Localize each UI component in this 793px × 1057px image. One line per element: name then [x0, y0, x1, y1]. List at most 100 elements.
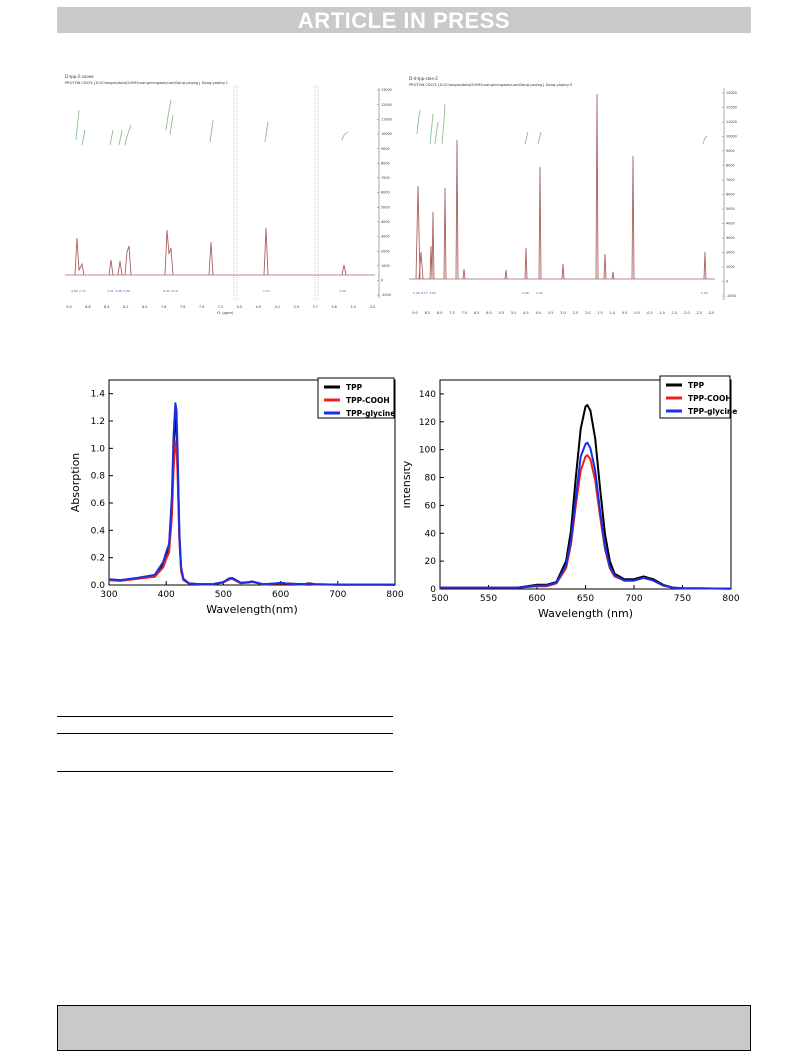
legend-label-1: TPP-COOH: [346, 396, 390, 405]
svg-text:4.00: 4.00: [429, 291, 436, 295]
nmr-left-y-tick-4: 9000: [381, 147, 390, 151]
nmr-right-y-tick-10: 3000: [726, 236, 735, 240]
nmr-left-x-tick-3: 8.2: [123, 305, 128, 309]
nmr-right-y-tick-14: -1000: [726, 294, 736, 298]
nmr-right-y-tick-13: 0: [726, 280, 728, 284]
nmr-right-x-tick-22: -2.0: [683, 311, 690, 315]
plot-frame: [108, 379, 396, 586]
nmr-left-y-tick-14: -1000: [381, 293, 391, 297]
nmr-left-y-tick-0: 13000: [381, 88, 392, 92]
nmr-right-y-tick-7: 6000: [726, 193, 735, 197]
y-tick-label-7: 1.4: [91, 390, 106, 400]
nmr-spectrum-right: D-d-tpp-cole-2 PROTON CDCl3 {D:\Changes\…: [405, 74, 751, 318]
nmr-right-x-tick-21: -1.5: [671, 311, 678, 315]
y-tick-label-6: 1.2: [91, 417, 105, 427]
svg-text:4.10: 4.10: [171, 289, 178, 293]
series-line-tpp-cooh: [440, 454, 732, 590]
svg-text:2.72: 2.72: [79, 289, 86, 293]
nmr-left-y-tick-1: 12000: [381, 103, 392, 107]
y-tick-label-0: 0.0: [91, 581, 106, 591]
x-tick-label-5: 800: [386, 590, 403, 600]
nmr-right-x-tick-20: -1.0: [658, 311, 665, 315]
nmr-left-x-tick-6: 7.6: [180, 305, 185, 309]
nmr-left-x-tick-12: 3.9: [294, 305, 299, 309]
nmr-right-x-tick-12: 3.0: [560, 311, 565, 315]
series-line-tpp: [440, 404, 732, 590]
nmr-right-x-tick-24: -3.0: [708, 311, 715, 315]
table-top-rule: [57, 716, 393, 717]
legend-label-0: TPP: [346, 383, 363, 392]
nmr-left-x-tick-11: 4.1: [275, 305, 280, 309]
nmr-right-y-tick-1: 12000: [726, 106, 737, 110]
nmr-right-x-tick-23: -2.5: [695, 311, 702, 315]
nmr-right-y-tick-5: 8000: [726, 164, 735, 168]
nmr-right-x-tick-7: 5.5: [499, 311, 504, 315]
nmr-left-y-tick-9: 4000: [381, 220, 390, 224]
nmr-right-x-tick-17: 0.5: [622, 311, 627, 315]
x-tick-label-0: 300: [100, 590, 117, 600]
nmr-left-x-axis-label: f1 (ppm): [217, 310, 234, 315]
svg-text:2.01: 2.01: [107, 289, 114, 293]
legend-label-0: TPP: [688, 381, 705, 390]
nmr-spectrum-left: D-tpp-2-cooee PROTON CDCl3 {D:\Changes\d…: [57, 70, 393, 318]
nmr-right-y-tick-4: 9000: [726, 149, 735, 153]
svg-text:2.00: 2.00: [413, 291, 420, 295]
svg-text:2.00: 2.00: [339, 289, 346, 293]
nmr-right-x-tick-1: 8.5: [425, 311, 430, 315]
nmr-left-x-tick-13: 3.7: [312, 305, 317, 309]
x-axis-label: Wavelength (nm): [538, 607, 633, 620]
nmr-left-y-tick-2: 11000: [381, 117, 392, 121]
x-tick-label-0: 500: [431, 594, 448, 604]
nmr-left-y-tick-3: 10000: [381, 132, 392, 136]
nmr-left-x-tick-16: -3.0: [369, 305, 376, 309]
y-tick-label-4: 0.8: [91, 472, 106, 482]
citation-footer-box: [57, 1005, 751, 1051]
nmr-left-x-tick-0: 9.0: [66, 305, 71, 309]
y-tick-label-4: 80: [425, 474, 437, 484]
x-axis-label: Wavelength(nm): [206, 603, 298, 616]
nmr-right-x-tick-13: 2.5: [573, 311, 578, 315]
x-tick-label-2: 500: [215, 590, 232, 600]
y-tick-label-7: 140: [419, 390, 436, 400]
nmr-right-y-tick-11: 2000: [726, 251, 735, 255]
y-tick-label-5: 1.0: [91, 444, 106, 454]
series-line-tpp-glycine: [108, 402, 396, 586]
nmr-left-y-tick-10: 3000: [381, 235, 390, 239]
x-tick-label-4: 700: [329, 590, 346, 600]
nmr-left-x-tick-8: 7.2: [218, 305, 223, 309]
series-line-tpp-glycine: [440, 441, 732, 590]
nmr-left-y-tick-13: 0: [381, 279, 383, 283]
svg-text:2.00: 2.00: [701, 291, 708, 295]
table-header-rule: [57, 733, 393, 734]
nmr-right-x-tick-4: 7.0: [462, 311, 467, 315]
nmr-left-header-1: D-tpp-2-cooee: [65, 74, 94, 79]
nmr-right-header-1: D-d-tpp-cole-2: [409, 76, 438, 81]
nmr-right-x-tick-19: -0.5: [646, 311, 653, 315]
y-axis-label: Absorption: [69, 453, 82, 513]
svg-text:8.17: 8.17: [421, 291, 428, 295]
article-in-press-banner: ARTICLE IN PRESS: [57, 7, 751, 33]
nmr-left-x-tick-2: 8.4: [104, 305, 109, 309]
svg-text:2.00: 2.00: [536, 291, 543, 295]
nmr-right-x-tick-15: 1.5: [597, 311, 602, 315]
nmr-right-y-tick-6: 7000: [726, 178, 735, 182]
x-tick-label-5: 750: [674, 594, 691, 604]
nmr-right-y-tick-3: 10000: [726, 135, 737, 139]
nmr-left-x-tick-9: 5.0: [237, 305, 242, 309]
nmr-right-y-tick-12: 1000: [726, 265, 735, 269]
nmr-left-x-tick-15: 3.5: [350, 305, 355, 309]
nmr-right-x-tick-9: 4.5: [523, 311, 528, 315]
nmr-left-y-tick-7: 6000: [381, 191, 390, 195]
y-tick-label-2: 0.4: [91, 526, 106, 536]
y-axis-label: Intensity: [404, 460, 413, 508]
x-tick-label-3: 650: [577, 594, 594, 604]
nmr-right-header-2: PROTON CDCl3 {D:\Changes\data\2009\huang…: [409, 83, 573, 87]
nmr-left-y-tick-12: 1000: [381, 264, 390, 268]
x-tick-label-4: 700: [625, 594, 642, 604]
nmr-left-x-tick-14: 3.6: [331, 305, 336, 309]
nmr-right-x-tick-18: 0.0: [634, 311, 639, 315]
y-tick-label-1: 20: [425, 557, 437, 567]
nmr-right-y-tick-8: 5000: [726, 207, 735, 211]
nmr-right-x-tick-16: 1.0: [610, 311, 615, 315]
nmr-left-y-tick-11: 2000: [381, 249, 390, 253]
